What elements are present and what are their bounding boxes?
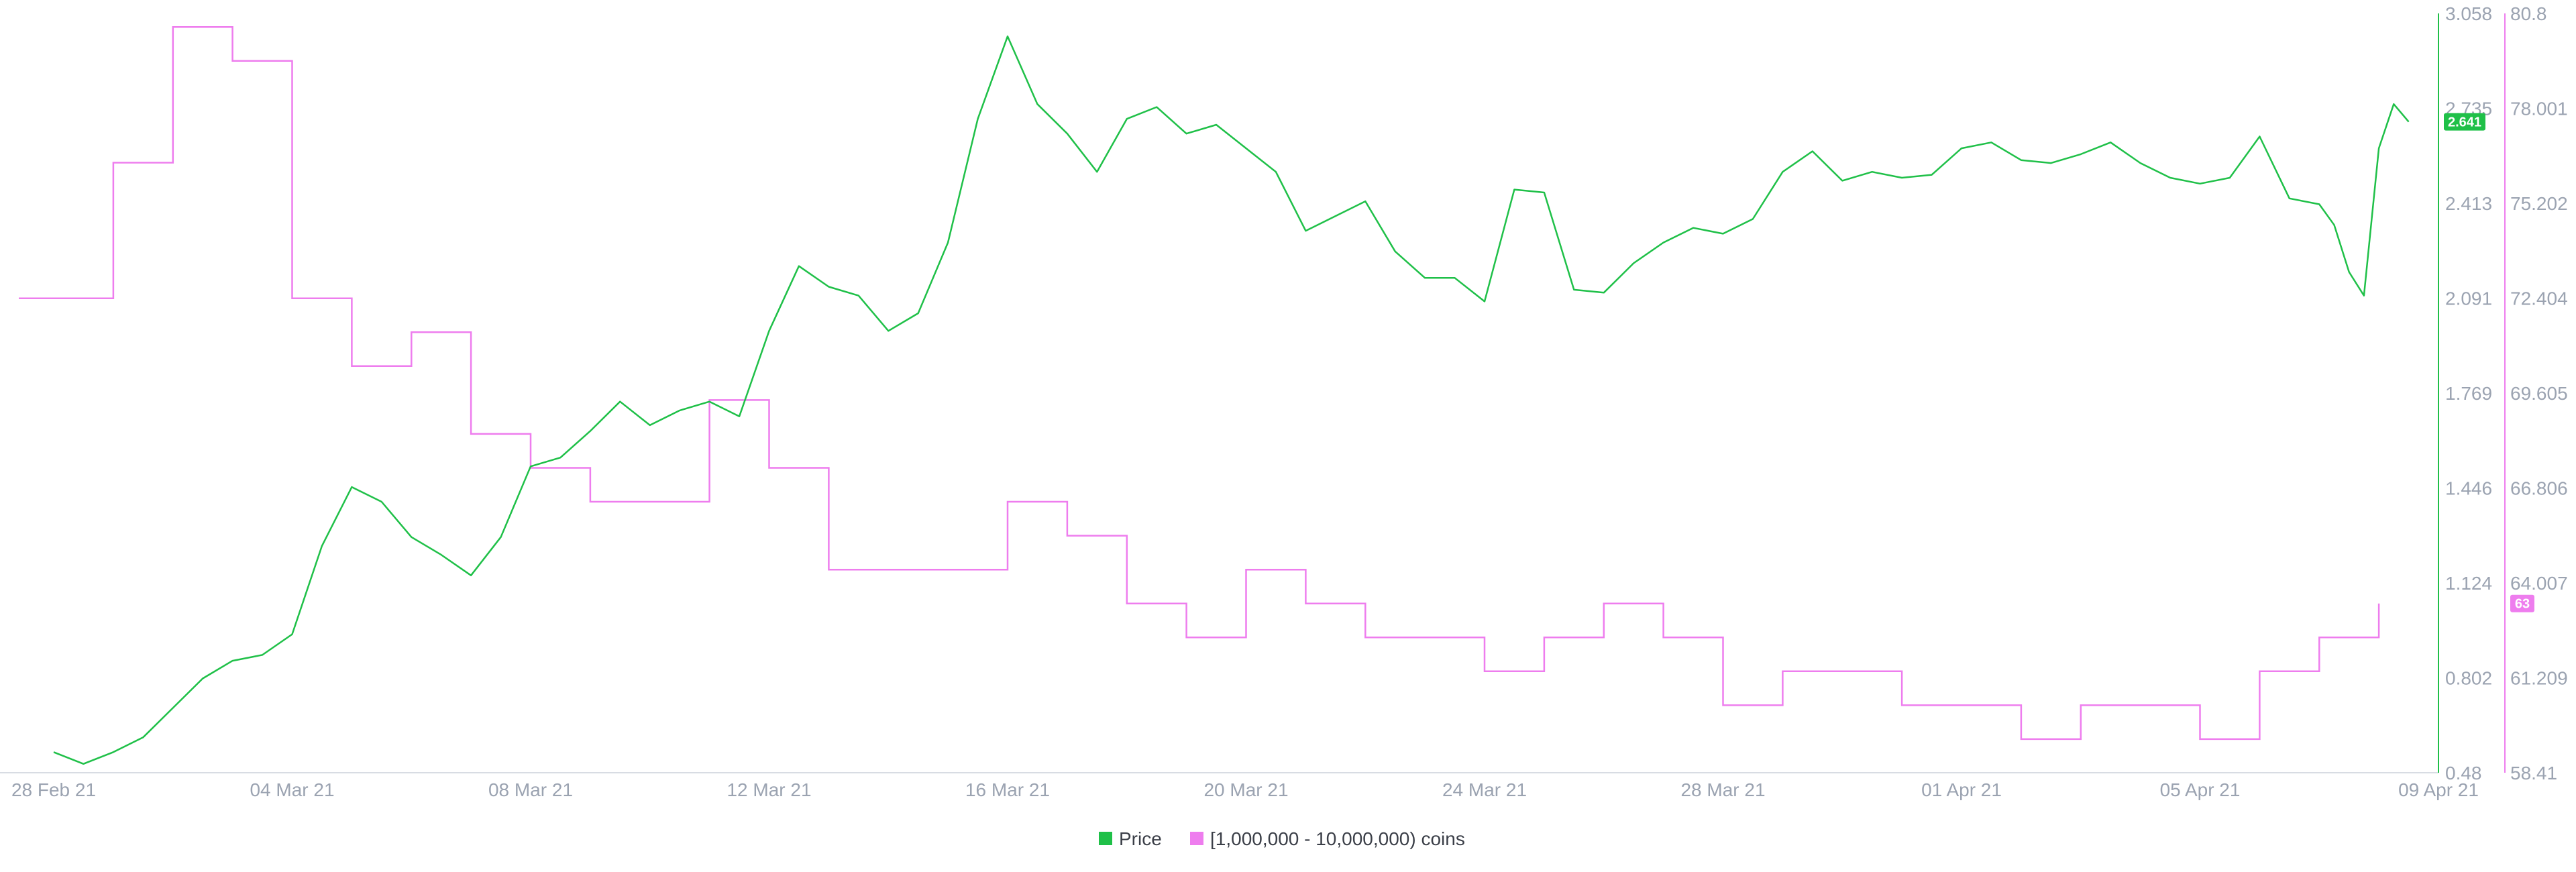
- legend-price-label[interactable]: Price: [1119, 828, 1162, 849]
- x-tick-label: 04 Mar 21: [250, 779, 334, 800]
- holders-axis-tick-label: 58.41: [2510, 763, 2557, 783]
- x-axis-ticks: 28 Feb 21 04 Mar 21 08 Mar 21 12 Mar 21 16 M…: [11, 779, 2479, 800]
- last-price-badge: [2444, 113, 2485, 131]
- holders-axis-tick-label: 64.007: [2510, 573, 2568, 594]
- price-line: [53, 35, 2410, 765]
- holders-axis-tick-label: 80.8: [2510, 3, 2547, 24]
- price-axis-tick-label: 0.48: [2445, 763, 2482, 783]
- axes: [0, 13, 2506, 773]
- x-tick-label: 20 Mar 21: [1203, 779, 1288, 800]
- x-tick-label: 12 Mar 21: [727, 779, 811, 800]
- price-axis-tick-label: 3.058: [2445, 3, 2492, 24]
- holders-step-line: [19, 25, 2380, 741]
- x-tick-label: 05 Apr 21: [2160, 779, 2241, 800]
- price-axis-tick-label: 0.802: [2445, 668, 2492, 689]
- holders-axis-tick-label: 75.202: [2510, 193, 2568, 214]
- last-holders-label: 63: [2515, 597, 2530, 612]
- legend-price-swatch[interactable]: [1099, 832, 1112, 845]
- x-tick-label: 16 Mar 21: [965, 779, 1050, 800]
- last-price-label: 2.641: [2448, 115, 2481, 130]
- price-axis-tick-label: 1.446: [2445, 478, 2492, 499]
- x-tick-label: 09 Apr 21: [2398, 779, 2479, 800]
- legend-holders-swatch[interactable]: [1190, 832, 1203, 845]
- right-axis-ticks: 80.8 78.001 75.202 72.404 69.605 66.806 64.007…: [2510, 3, 2568, 783]
- holders-series: [19, 25, 2380, 741]
- left-axis-ticks: 3.0582.7352.4132.0911.7691.4461.1240.802…: [2445, 3, 2492, 783]
- legend: Price [1,000,000 - 10,000,000) coins: [1099, 828, 1465, 849]
- x-tick-label: 08 Mar 21: [488, 779, 573, 800]
- holders-axis-tick-label: 69.605: [2510, 383, 2568, 404]
- value-badges: 2.641 63: [2444, 113, 2534, 612]
- legend-holders-label[interactable]: [1,000,000 - 10,000,000) coins: [1210, 828, 1465, 849]
- price-axis-tick-label: 2.091: [2445, 288, 2492, 309]
- x-tick-label: 28 Feb 21: [11, 779, 96, 800]
- price-series: [53, 35, 2410, 765]
- holders-axis-tick-label: 72.404: [2510, 288, 2568, 309]
- x-tick-label: 24 Mar 21: [1442, 779, 1527, 800]
- holders-axis-tick-label: 78.001: [2510, 99, 2568, 119]
- x-tick-label: 28 Mar 21: [1680, 779, 1765, 800]
- price-axis-tick-label: 1.124: [2445, 573, 2492, 594]
- x-tick-label: 01 Apr 21: [1921, 779, 2002, 800]
- holders-axis-tick-label: 61.209: [2510, 668, 2568, 689]
- holders-axis-tick-label: 66.806: [2510, 478, 2568, 499]
- last-holders-badge: [2510, 594, 2534, 612]
- price-axis-tick-label: 1.769: [2445, 383, 2492, 404]
- price-axis-tick-label: 2.413: [2445, 193, 2492, 214]
